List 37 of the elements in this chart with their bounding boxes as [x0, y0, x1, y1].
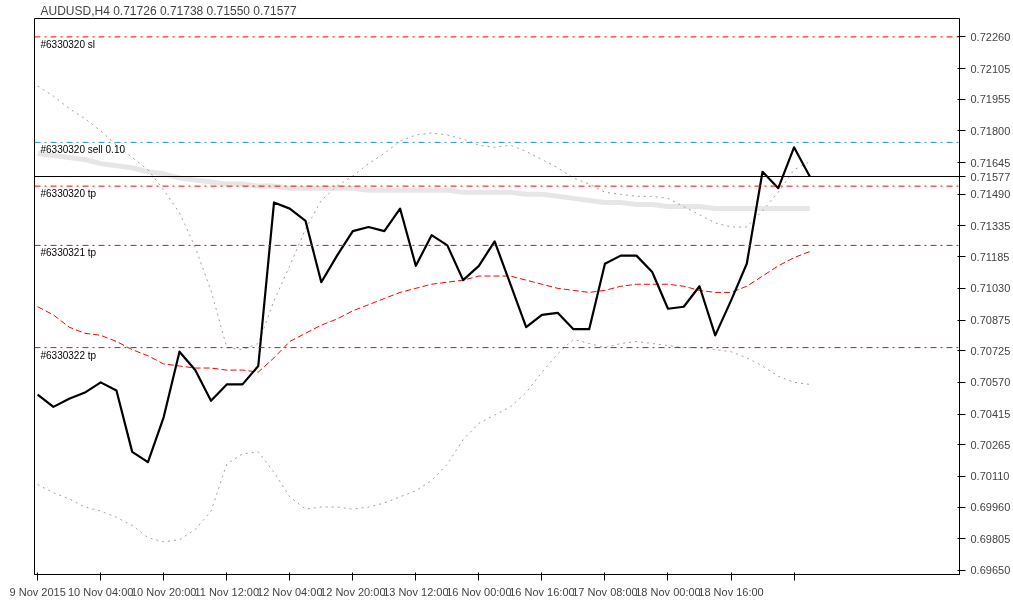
- y-tick-label: 0.72260: [970, 30, 1011, 43]
- ref-line-label: #6330320 tp: [40, 188, 97, 200]
- y-tick-label: 0.70110: [970, 470, 1010, 483]
- y-tick-label: 0.70265: [970, 438, 1011, 451]
- y-tick-label: 0.69805: [970, 532, 1011, 545]
- chart-title: AUDUSD,H4 0.71726 0.71738 0.71550 0.71577: [40, 3, 298, 18]
- y-tick-label: 0.71645: [970, 156, 1011, 169]
- y-tick-label: 0.70570: [970, 376, 1011, 389]
- ref-line-label: #6330320 sell 0.10: [40, 144, 126, 156]
- y-tick-label: 0.71335: [970, 219, 1011, 232]
- y-tick-label: 0.71185: [970, 250, 1010, 263]
- x-tick-label: 18 Nov 16:00: [698, 585, 764, 598]
- y-tick-label: 0.72105: [970, 62, 1011, 75]
- x-tick-label: 12 Nov 20:00: [320, 585, 386, 598]
- x-tick-label: 10 Nov 04:00: [67, 585, 134, 598]
- y-tick-label: 0.71030: [970, 282, 1011, 295]
- y-tick-label: 0.71800: [970, 124, 1011, 137]
- y-tick-label: 0.71490: [970, 188, 1011, 201]
- x-tick-label: 10 Nov 20:00: [131, 585, 197, 598]
- y-tick-label: 0.70415: [970, 408, 1011, 421]
- x-tick-label: 12 Nov 04:00: [257, 585, 323, 598]
- ref-line-label: #6330321 tp: [40, 247, 97, 259]
- x-tick-label: 16 Nov 16:00: [509, 585, 575, 598]
- x-tick-label: 18 Nov 00:00: [635, 585, 701, 598]
- y-tick-label: 0.71955: [970, 93, 1011, 106]
- ref-line-label: #6330322 tp: [40, 349, 97, 361]
- x-tick-label: 9 Nov 2015: [9, 585, 66, 598]
- x-tick-label: 13 Nov 12:00: [383, 585, 449, 598]
- y-tick-label: 0.70725: [970, 344, 1011, 357]
- y-tick-label: 0.69650: [970, 564, 1011, 577]
- x-tick-label: 16 Nov 00:00: [446, 585, 512, 598]
- x-tick-label: 17 Nov 08:00: [572, 585, 638, 598]
- y-tick-label: 0.70875: [970, 314, 1011, 327]
- y-tick-label: 0.69960: [970, 501, 1011, 514]
- x-tick-label: 11 Nov 12:00: [194, 585, 260, 598]
- ref-line-label: #6330320 sl: [40, 38, 95, 50]
- ref-line-label: 0.71577: [970, 170, 1011, 183]
